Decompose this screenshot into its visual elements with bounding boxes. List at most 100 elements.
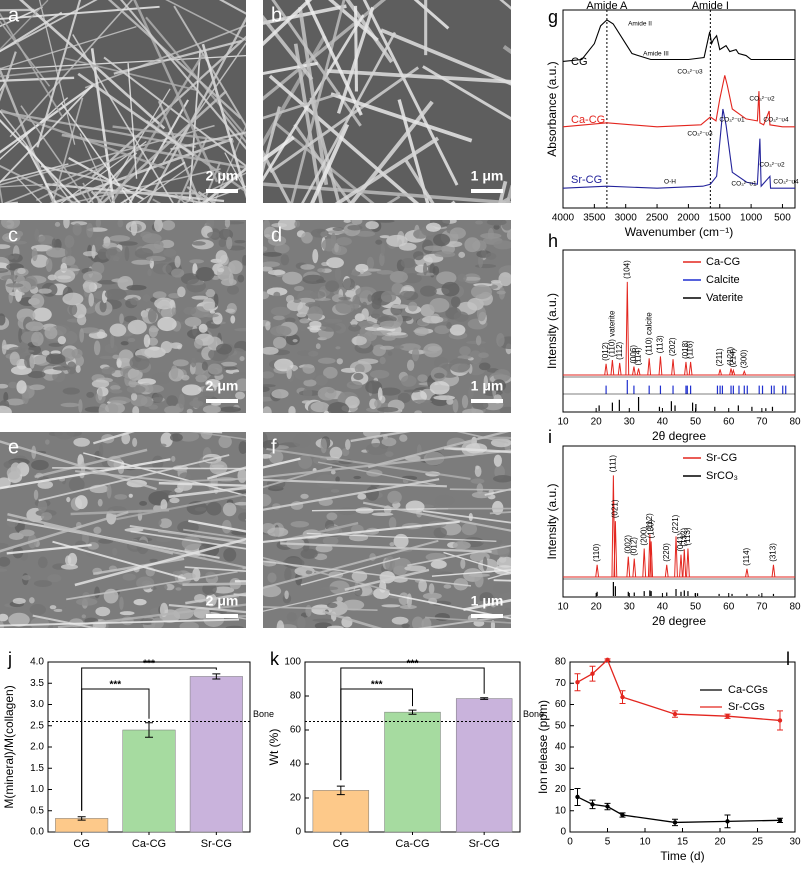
- diffraction-peak: [611, 360, 614, 375]
- sem-grain: [344, 219, 351, 223]
- peak-annotation: CO₃²⁻υ4: [773, 179, 799, 186]
- sem-grain: [349, 533, 368, 541]
- sem-grain: [277, 620, 285, 635]
- sem-grain: [401, 258, 416, 268]
- sem-grain: [216, 344, 232, 355]
- sem-fiber: [0, 642, 122, 656]
- y-tick-label: 80: [290, 691, 302, 702]
- sem-grain: [119, 313, 124, 324]
- scale-bar-label: 2 μm: [206, 168, 239, 184]
- x-tick-label: 1000: [740, 213, 763, 224]
- x-tick-label: 50: [690, 417, 702, 428]
- y-tick-label: 40: [290, 759, 302, 770]
- y-tick-label: 50: [555, 720, 567, 731]
- sem-grain: [50, 605, 57, 609]
- sem-grain: [221, 362, 237, 367]
- peak-annotation: CO₃²⁻υ1: [731, 181, 757, 188]
- sem-grain: [228, 260, 242, 274]
- sem-grain: [202, 361, 208, 370]
- sem-grain: [458, 274, 467, 282]
- sem-grain: [203, 314, 219, 318]
- sem-grain: [179, 622, 199, 632]
- x-tick-label: 500: [774, 213, 791, 224]
- legend-label: Ca-CGs: [728, 684, 768, 696]
- sem-grain: [298, 455, 312, 469]
- sem-grain: [76, 365, 81, 373]
- sem-grain: [117, 219, 123, 227]
- sem-grain: [10, 352, 20, 366]
- sem-grain: [352, 295, 359, 310]
- sem-grain: [109, 235, 130, 241]
- panel-label: l: [786, 649, 790, 669]
- peak-label: (313): [769, 543, 778, 562]
- sem-grain: [261, 347, 279, 355]
- sem-grain: [434, 251, 455, 257]
- sem-grain: [493, 475, 513, 482]
- sem-grain: [450, 324, 466, 335]
- sem-grain: [199, 324, 208, 333]
- y-tick-label: 20: [555, 784, 567, 795]
- sem-grain: [29, 354, 34, 369]
- peak-label: (113): [656, 335, 665, 353]
- sem-grain: [441, 282, 459, 297]
- sem-grain: [61, 564, 78, 570]
- sem-grain: [7, 467, 21, 480]
- data-point: [590, 671, 594, 675]
- x-tick-label: 15: [677, 837, 689, 848]
- diffraction-peak: [772, 565, 775, 577]
- sem-grain: [8, 382, 18, 389]
- sem-grain: [375, 240, 382, 245]
- sem-grain: [486, 253, 497, 260]
- sem-grain: [403, 389, 420, 392]
- sem-grain: [265, 321, 270, 330]
- sem-grain: [191, 358, 196, 368]
- sem-grain: [242, 255, 248, 266]
- sem-grain: [385, 556, 395, 571]
- sem-grain: [17, 268, 26, 274]
- sem-grain: [54, 426, 74, 440]
- sem-grain: [262, 406, 271, 418]
- sem-grain: [195, 267, 214, 281]
- sem-grain: [487, 219, 507, 226]
- sem-grain: [226, 237, 232, 250]
- x-axis-label: 2θ degree: [652, 429, 706, 443]
- sem-grain: [351, 217, 362, 224]
- sem-grain: [192, 241, 206, 245]
- diffraction-peak: [627, 557, 630, 577]
- sem-grain: [493, 240, 513, 249]
- sem-grain: [52, 238, 56, 247]
- sem-grain: [347, 225, 362, 230]
- sem-grain: [129, 494, 133, 498]
- sem-grain: [326, 512, 337, 520]
- sem-grain: [412, 347, 419, 361]
- data-point: [778, 818, 782, 822]
- sem-grain: [182, 536, 202, 550]
- sem-grain: [320, 324, 341, 331]
- sem-grain: [171, 307, 176, 315]
- sem-grain: [99, 444, 103, 458]
- sem-grain: [471, 478, 485, 483]
- sem-grain: [110, 334, 114, 349]
- diffraction-peak: [618, 363, 621, 375]
- sem-grain: [218, 268, 224, 272]
- scale-bar: [206, 614, 238, 618]
- sem-grain: [316, 279, 326, 283]
- sem-fiber: [189, 413, 324, 425]
- panel-label: f: [271, 436, 277, 458]
- sem-fiber: [216, 424, 497, 428]
- sem-grain: [86, 392, 94, 398]
- sem-grain: [69, 304, 77, 315]
- sem-grain: [315, 375, 328, 386]
- sem-grain: [112, 548, 117, 556]
- sem-grain: [480, 233, 501, 239]
- sem-grain: [327, 626, 344, 630]
- scale-bar-label: 1 μm: [471, 593, 504, 609]
- legend-label: Sr-CGs: [728, 701, 765, 713]
- sem-fiber: [38, 424, 299, 425]
- bar: [456, 699, 512, 832]
- sem-grain: [123, 573, 136, 580]
- y-tick-label: 70: [555, 678, 567, 689]
- diffraction-peak: [659, 356, 662, 375]
- sem-grain: [234, 328, 255, 331]
